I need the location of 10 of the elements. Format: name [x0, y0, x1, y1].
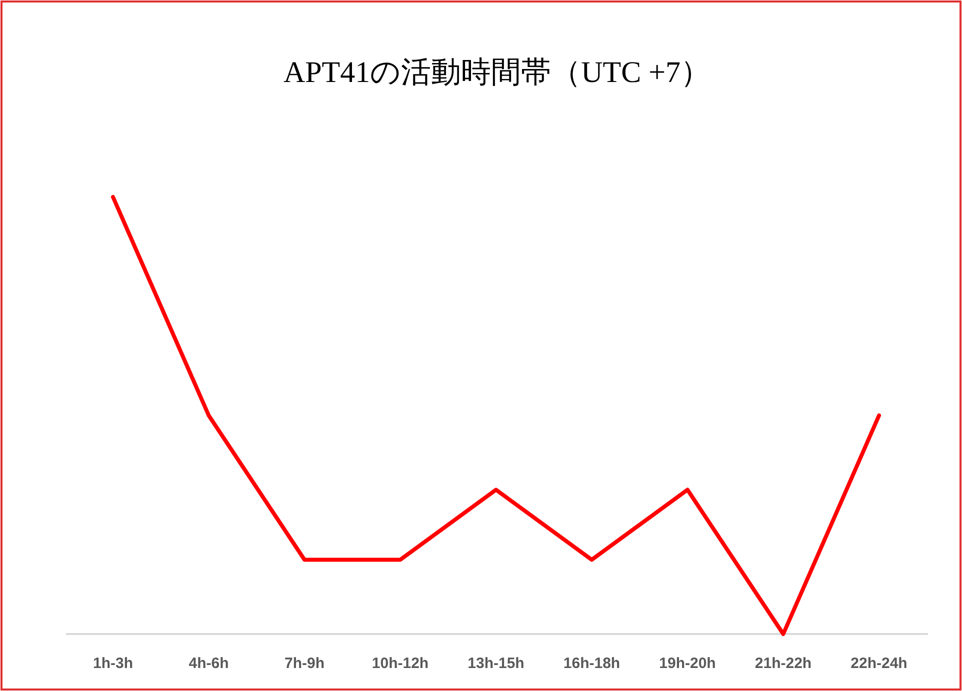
x-tick-label: 7h-9h — [284, 655, 325, 672]
x-tick-label: 21h-22h — [754, 655, 812, 672]
x-tick-label: 10h-12h — [372, 655, 429, 672]
chart-title: APT41の活動時間帯（UTC +7） — [283, 56, 711, 89]
x-tick-label: 13h-15h — [468, 655, 524, 672]
x-tick-label: 16h-18h — [563, 655, 620, 672]
x-tick-label: 1h-3h — [92, 655, 134, 672]
x-tick-label: 22h-24h — [850, 655, 908, 672]
x-tick-label: 4h-6h — [188, 655, 229, 672]
x-tick-label: 19h-20h — [659, 655, 716, 672]
